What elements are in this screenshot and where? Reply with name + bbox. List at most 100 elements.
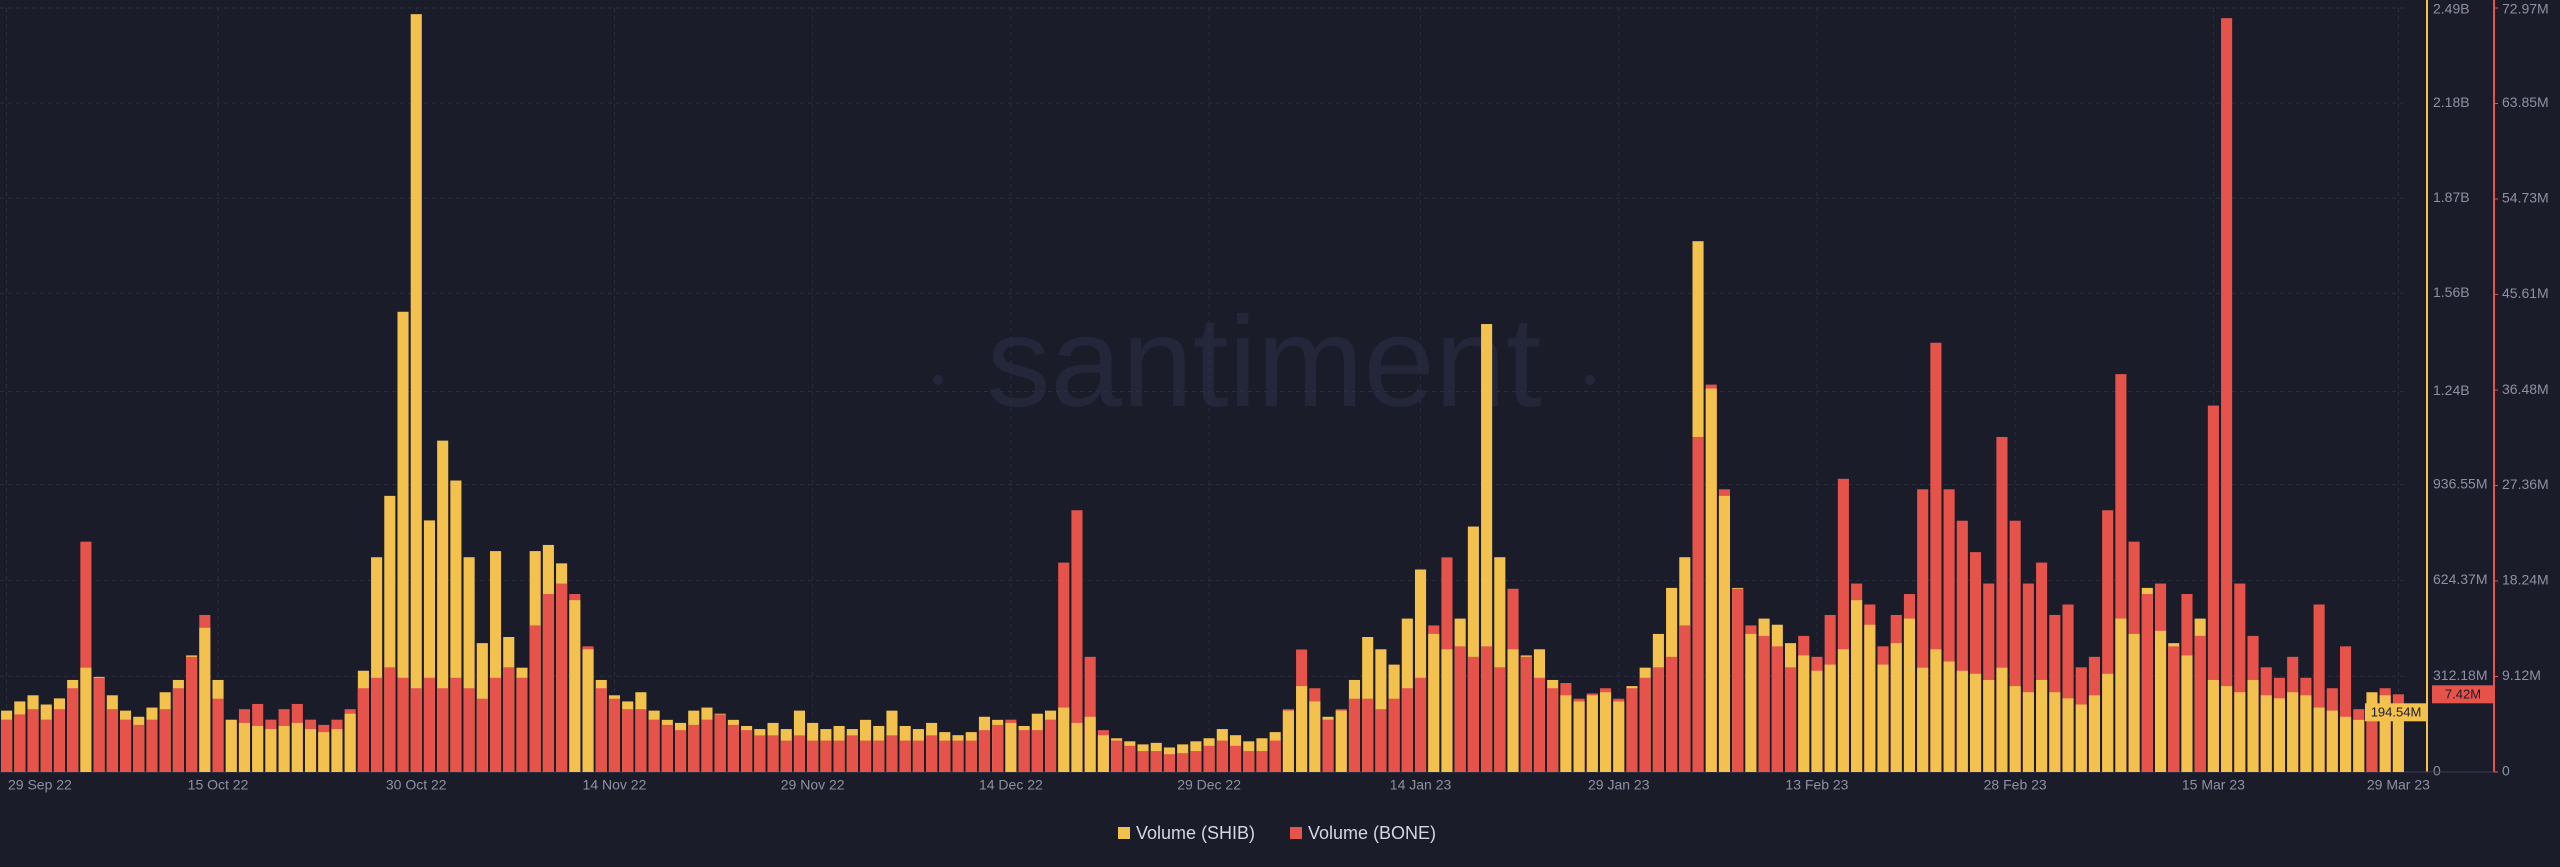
bar bbox=[2168, 646, 2180, 772]
bar bbox=[384, 667, 396, 772]
legend-swatch bbox=[1290, 827, 1302, 839]
x-tick-label: 14 Dec 22 bbox=[979, 777, 1043, 793]
bar bbox=[767, 735, 779, 772]
bar bbox=[318, 732, 330, 772]
bar bbox=[780, 740, 792, 772]
bar bbox=[2009, 520, 2021, 772]
bar bbox=[1798, 655, 1810, 772]
bar bbox=[133, 724, 145, 772]
bar bbox=[1917, 667, 1929, 772]
bar bbox=[1414, 569, 1427, 772]
bar bbox=[423, 677, 436, 772]
bar bbox=[437, 688, 449, 772]
bar bbox=[1626, 688, 1638, 772]
x-tick-label: 29 Dec 22 bbox=[1177, 777, 1241, 793]
x-tick-label: 30 Oct 22 bbox=[386, 777, 447, 793]
bar bbox=[2234, 583, 2246, 772]
bar bbox=[2234, 692, 2246, 772]
bar bbox=[397, 677, 409, 772]
bar bbox=[1481, 646, 1493, 772]
bar bbox=[1930, 649, 1942, 772]
value-tag bbox=[2432, 685, 2494, 704]
bar bbox=[186, 656, 198, 772]
bar bbox=[1044, 719, 1057, 772]
bar bbox=[2036, 562, 2048, 772]
bar bbox=[2313, 707, 2325, 772]
watermark: santiment bbox=[987, 291, 1542, 434]
bar bbox=[80, 667, 92, 772]
bar bbox=[542, 594, 554, 772]
bar bbox=[1269, 740, 1281, 772]
bar bbox=[1956, 670, 1968, 772]
bar bbox=[1388, 698, 1400, 772]
bar bbox=[199, 627, 211, 772]
x-tick-label: 13 Feb 23 bbox=[1785, 777, 1848, 793]
bar bbox=[2326, 710, 2338, 772]
bar bbox=[1414, 677, 1427, 772]
y2-tick-label: 36.48M bbox=[2502, 381, 2549, 397]
bar bbox=[450, 677, 462, 772]
value-tag bbox=[2365, 703, 2427, 722]
y-tick-label: 624.37M bbox=[2433, 571, 2487, 587]
y2-tick-label: 0 bbox=[2502, 763, 2510, 779]
bar bbox=[291, 722, 303, 772]
bar bbox=[807, 740, 819, 772]
bar bbox=[1111, 740, 1123, 772]
bar bbox=[344, 713, 356, 772]
bar bbox=[635, 709, 647, 772]
bar bbox=[1203, 745, 1215, 772]
bar bbox=[912, 740, 924, 772]
bar bbox=[1243, 751, 1255, 772]
bar bbox=[423, 520, 436, 772]
bar bbox=[1864, 624, 1876, 772]
bar bbox=[674, 730, 687, 772]
bar bbox=[1322, 719, 1334, 772]
bar bbox=[384, 495, 396, 772]
bar bbox=[1256, 751, 1268, 772]
bar bbox=[1494, 667, 1506, 772]
bar bbox=[489, 551, 502, 772]
bar bbox=[582, 649, 594, 772]
bar bbox=[1282, 710, 1294, 772]
bar bbox=[2207, 405, 2219, 772]
bar bbox=[304, 729, 317, 772]
bar bbox=[1666, 656, 1678, 772]
bar bbox=[965, 740, 977, 772]
bar bbox=[1084, 656, 1096, 772]
bar bbox=[2022, 692, 2034, 772]
legend-label: Volume (SHIB) bbox=[1136, 823, 1255, 843]
bar bbox=[727, 724, 739, 772]
bar bbox=[278, 725, 290, 772]
bar bbox=[886, 735, 898, 772]
bar bbox=[622, 709, 634, 772]
bar bbox=[701, 719, 713, 772]
bar bbox=[846, 735, 858, 772]
x-tick-label: 29 Mar 23 bbox=[2367, 777, 2430, 793]
bar bbox=[1824, 664, 1836, 772]
x-tick-label: 15 Mar 23 bbox=[2182, 777, 2245, 793]
bar bbox=[1177, 753, 1189, 772]
bar bbox=[2102, 673, 2114, 772]
bar bbox=[1969, 673, 1982, 772]
value-label: 194.54M bbox=[2371, 705, 2422, 720]
bar bbox=[212, 698, 224, 772]
bar bbox=[1586, 695, 1598, 772]
bar bbox=[1454, 646, 1466, 772]
bar bbox=[2102, 510, 2114, 772]
bar bbox=[1150, 751, 1162, 772]
bar bbox=[1652, 667, 1664, 772]
bar bbox=[595, 688, 607, 772]
bar bbox=[2141, 594, 2153, 772]
x-tick-label: 28 Feb 23 bbox=[1984, 777, 2047, 793]
bar bbox=[2194, 635, 2206, 772]
legend-swatch bbox=[1118, 827, 1130, 839]
bar bbox=[873, 740, 885, 772]
bar bbox=[661, 724, 673, 772]
bar bbox=[978, 730, 991, 772]
bar bbox=[2115, 618, 2127, 772]
bar bbox=[1903, 618, 1916, 772]
bar bbox=[1877, 664, 1889, 772]
bar bbox=[1058, 562, 1070, 772]
bar bbox=[1573, 701, 1585, 772]
value-label: 7.42M bbox=[2445, 687, 2481, 702]
